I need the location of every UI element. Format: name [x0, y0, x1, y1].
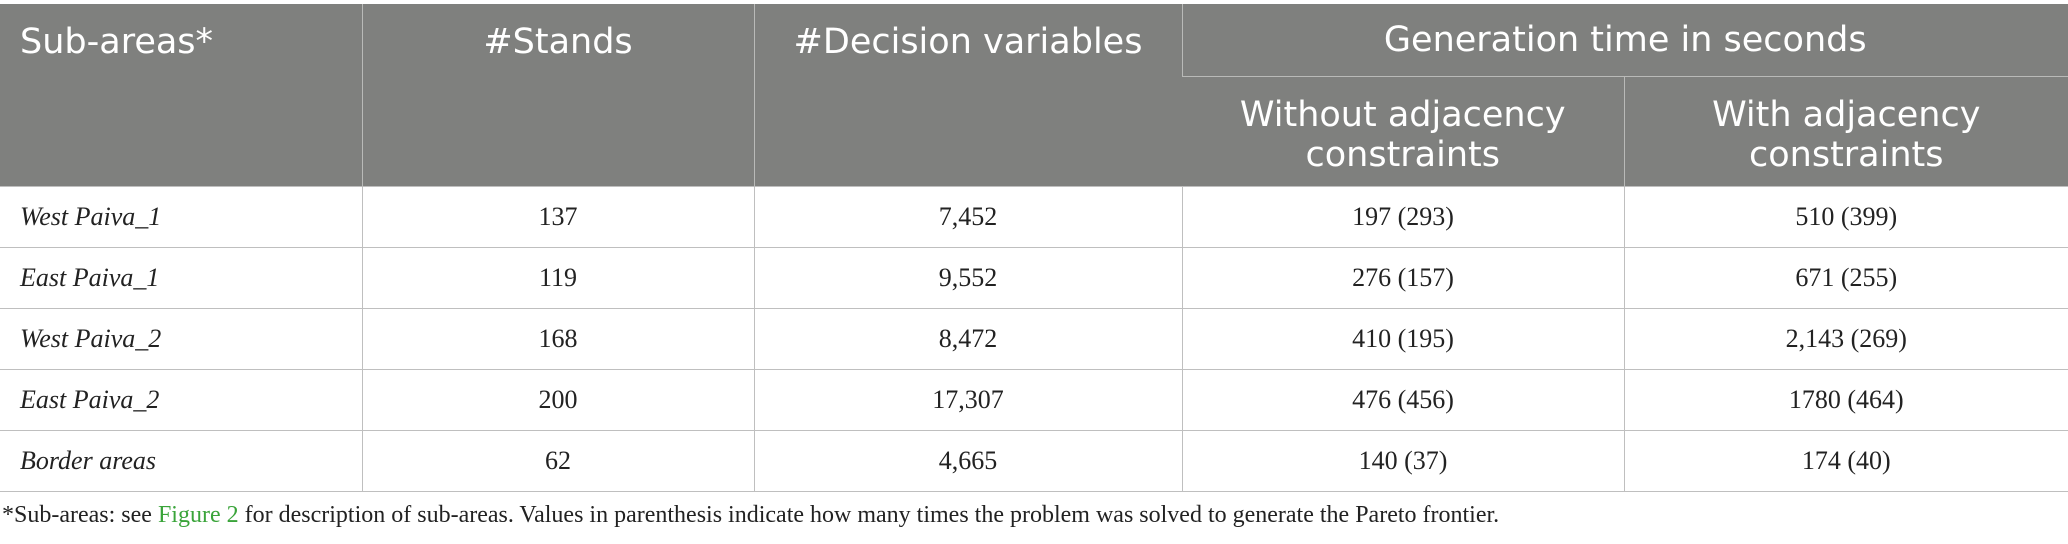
header-stands: #Stands — [361, 4, 754, 186]
cell-without-adjacency: 197 (293) — [1181, 185, 1625, 248]
table-row: East Paiva_1 119 9,552 276 (157) 671 (25… — [0, 246, 2068, 309]
cell-decision-variables: 17,307 — [753, 368, 1183, 431]
cell-stands: 200 — [361, 368, 755, 431]
cell-decision-variables: 4,665 — [753, 429, 1183, 492]
cell-without-adjacency: 476 (456) — [1181, 368, 1625, 431]
header-sub-areas: Sub-areas* — [0, 4, 362, 186]
header-without-adjacency: Without adjacency constraints — [1182, 76, 1624, 186]
table-header: Sub-areas* #Stands #Decision variables G… — [0, 4, 2068, 186]
cell-with-adjacency: 1780 (464) — [1623, 368, 2068, 431]
cell-stands: 137 — [361, 185, 755, 248]
cell-with-adjacency: 174 (40) — [1623, 429, 2068, 492]
cell-with-adjacency: 510 (399) — [1623, 185, 2068, 248]
cell-with-adjacency: 2,143 (269) — [1623, 307, 2068, 370]
results-table-container: Sub-areas* #Stands #Decision variables G… — [0, 4, 2068, 492]
results-table: Sub-areas* #Stands #Decision variables G… — [0, 4, 2068, 492]
cell-sub-area: West Paiva_2 — [0, 307, 363, 370]
table-body: West Paiva_1 137 7,452 197 (293) 510 (39… — [0, 185, 2068, 492]
cell-without-adjacency: 410 (195) — [1181, 307, 1625, 370]
cell-stands: 62 — [361, 429, 755, 492]
cell-sub-area: East Paiva_1 — [0, 246, 363, 309]
cell-decision-variables: 8,472 — [753, 307, 1183, 370]
footnote-prefix: *Sub-areas: see — [2, 502, 158, 528]
cell-with-adjacency: 671 (255) — [1623, 246, 2068, 309]
header-generation-time: Generation time in seconds — [1181, 4, 2068, 77]
table-row: West Paiva_2 168 8,472 410 (195) 2,143 (… — [0, 307, 2068, 370]
cell-stands: 168 — [361, 307, 755, 370]
cell-decision-variables: 7,452 — [753, 185, 1183, 248]
table-row: Border areas 62 4,665 140 (37) 174 (40) — [0, 429, 2068, 492]
table-row: West Paiva_1 137 7,452 197 (293) 510 (39… — [0, 185, 2068, 248]
cell-sub-area: East Paiva_2 — [0, 368, 363, 431]
cell-sub-area: West Paiva_1 — [0, 185, 363, 248]
cell-stands: 119 — [361, 246, 755, 309]
cell-without-adjacency: 140 (37) — [1181, 429, 1625, 492]
cell-sub-area: Border areas — [0, 429, 363, 492]
header-with-adjacency: With adjacency constraints — [1623, 76, 2068, 186]
footnote-suffix: for description of sub-areas. Values in … — [238, 502, 1500, 528]
cell-decision-variables: 9,552 — [753, 246, 1183, 309]
table-footnote: *Sub-areas: see Figure 2 for description… — [2, 502, 1499, 529]
header-decision-variables: #Decision variables — [753, 4, 1182, 186]
cell-without-adjacency: 276 (157) — [1181, 246, 1625, 309]
table-row: East Paiva_2 200 17,307 476 (456) 1780 (… — [0, 368, 2068, 431]
figure-link[interactable]: Figure 2 — [157, 502, 239, 528]
